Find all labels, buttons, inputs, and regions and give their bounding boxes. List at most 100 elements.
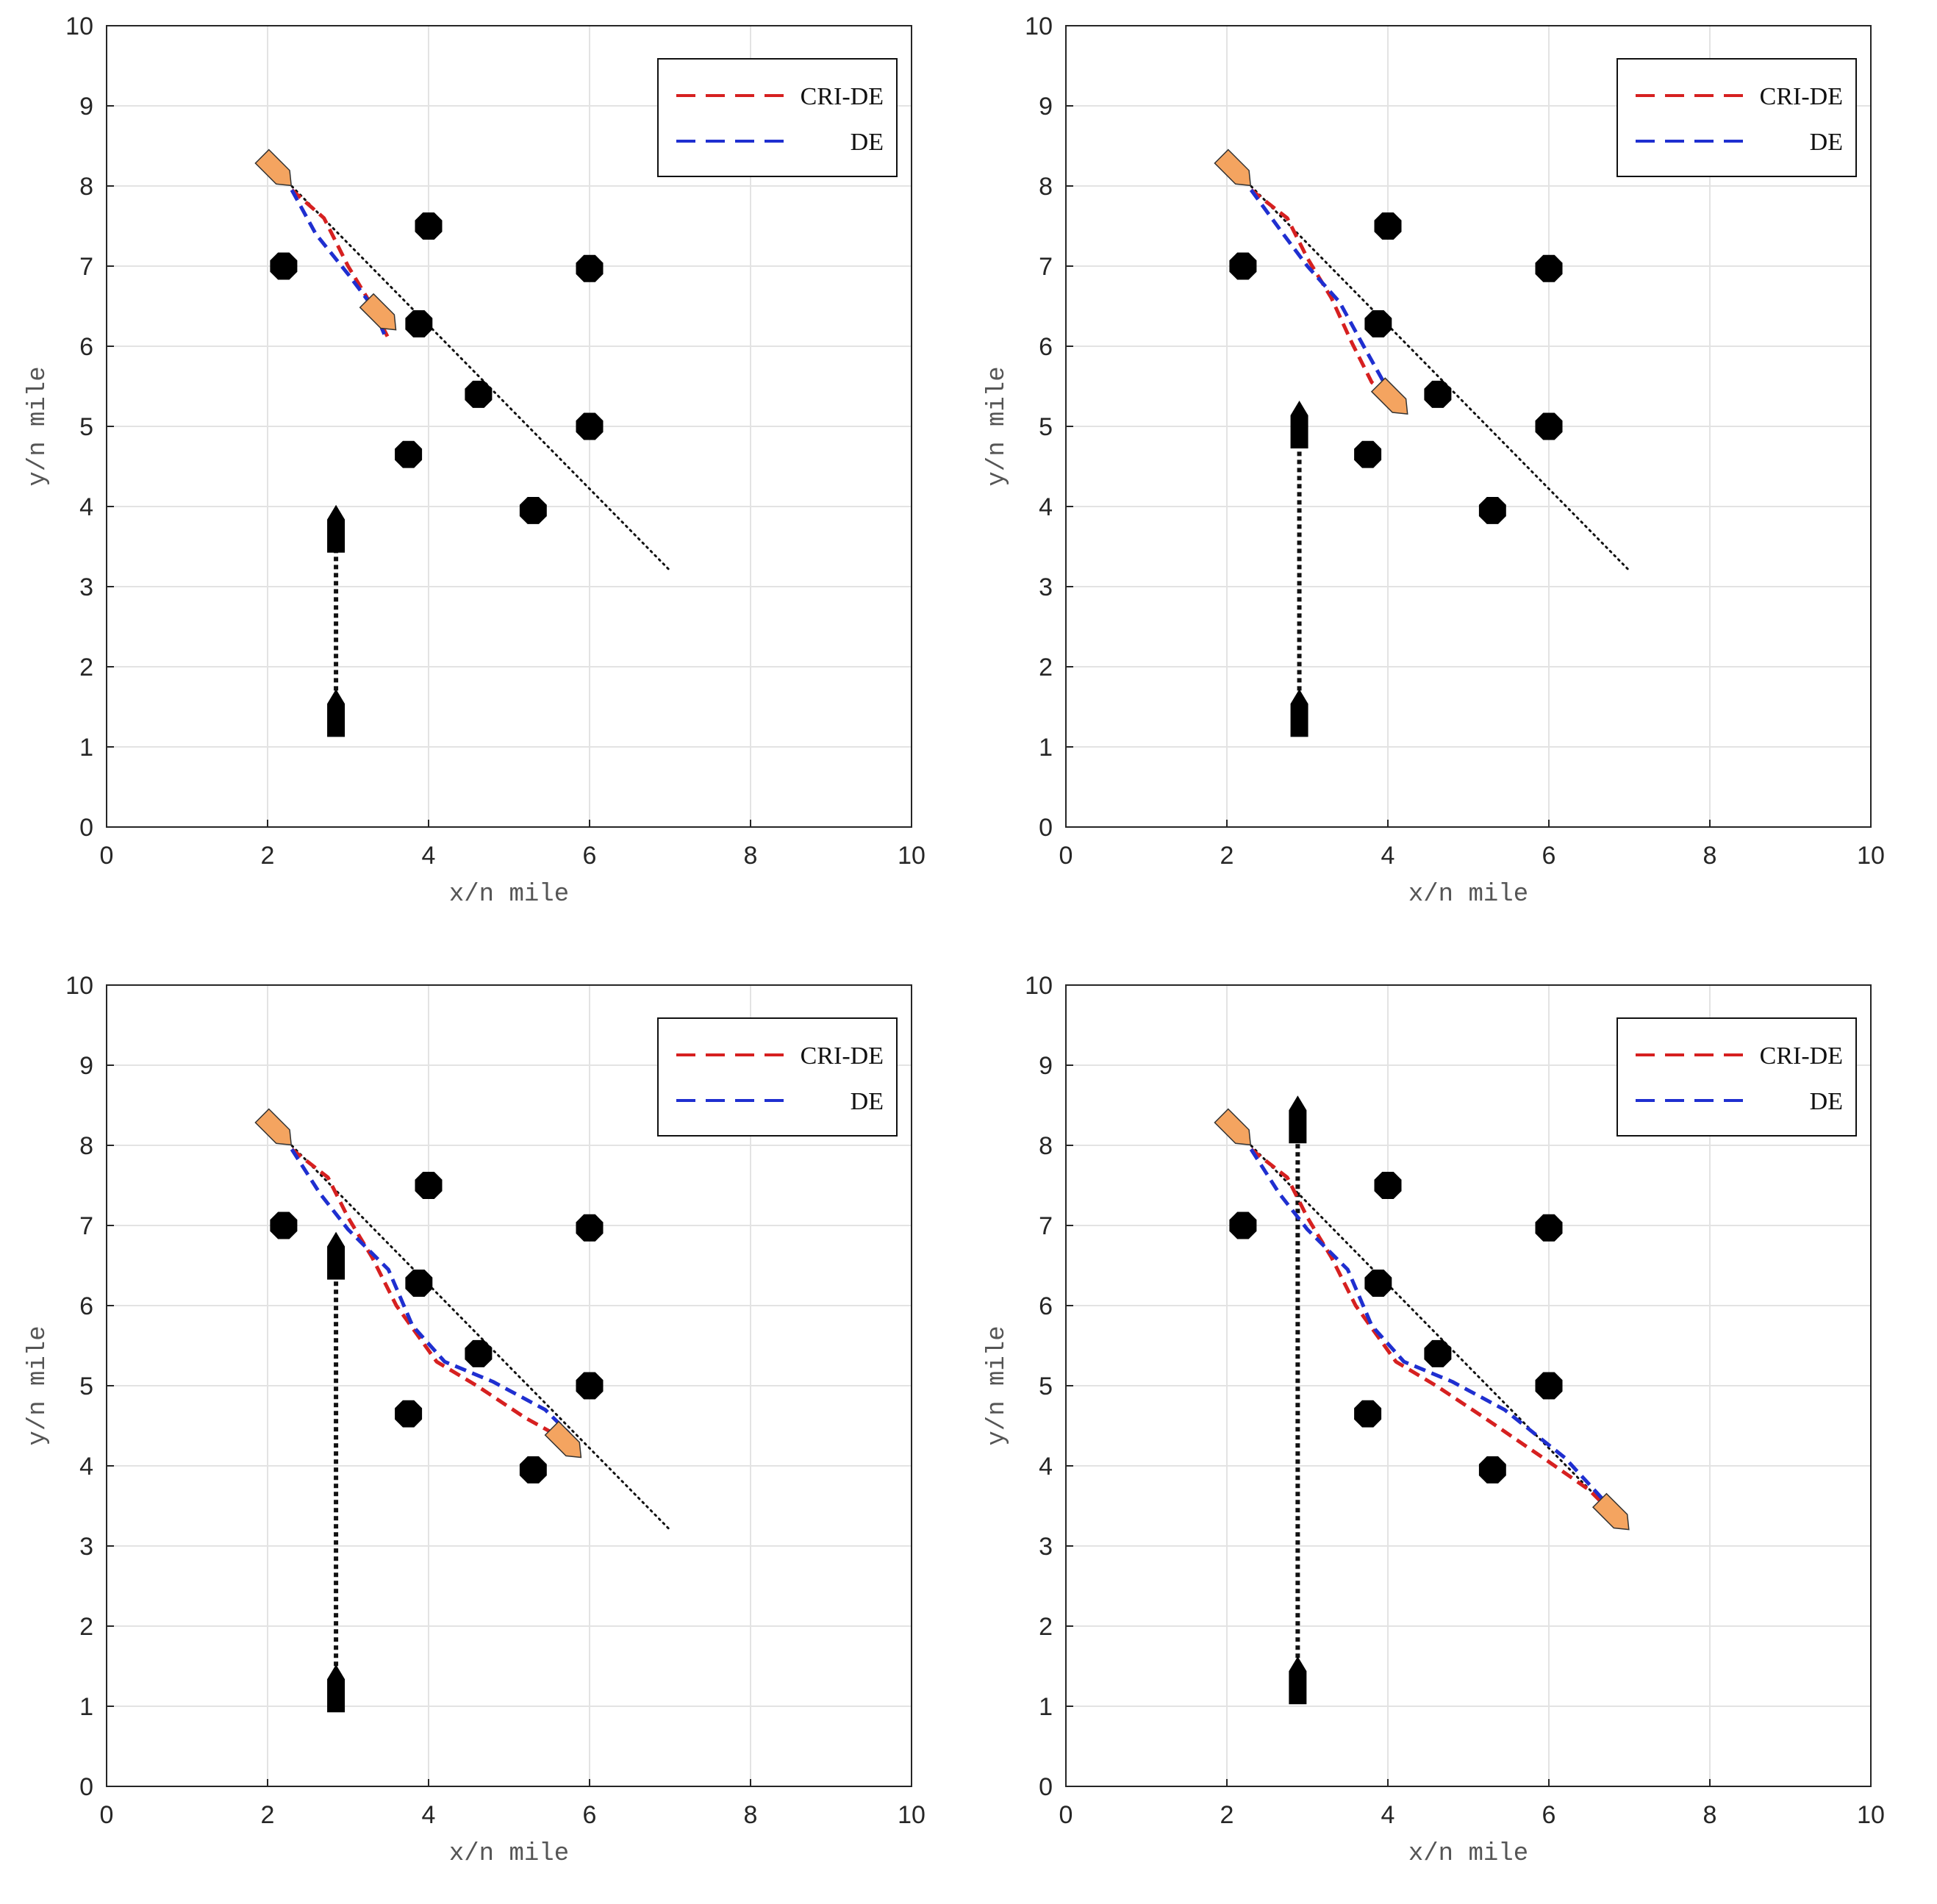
obstacle-marker xyxy=(1229,1212,1257,1239)
y-tick-label: 10 xyxy=(1025,12,1053,40)
y-tick-label: 9 xyxy=(1039,1052,1053,1080)
obstacle-marker xyxy=(1478,1456,1506,1484)
obstacle-marker xyxy=(465,380,493,408)
x-tick-label: 8 xyxy=(744,842,758,870)
x-tick-label: 2 xyxy=(261,842,275,870)
target-ship-current-icon xyxy=(327,1231,345,1280)
y-tick-label: 4 xyxy=(79,493,93,521)
own-ship-current-icon xyxy=(1592,1492,1630,1531)
chart-svg-3: 0 2 4 6 8 10 0 1 2 3 4 5 6 7 8 9 10 x/n mile y/n mile CRI-D… xyxy=(24,972,925,1868)
obstacle-marker xyxy=(1374,1172,1402,1199)
x-axis-label: x/n mile xyxy=(1408,881,1528,909)
x-tick-label: 6 xyxy=(1542,1801,1556,1829)
y-axis-label: y/n mile xyxy=(24,366,52,486)
y-tick-label: 5 xyxy=(79,413,93,441)
y-tick-label: 6 xyxy=(79,1292,93,1320)
y-axis-label: y/n mile xyxy=(24,1325,52,1445)
target-ship-start-icon xyxy=(1290,689,1308,737)
own-ship-current-icon xyxy=(359,293,397,331)
own-ship-start-icon xyxy=(1214,148,1252,187)
chart-svg-4: 0 2 4 6 8 10 0 1 2 3 4 5 6 7 8 9 10 x/n mile y/n mile CRI-D… xyxy=(984,972,1885,1868)
x-tick-label: 4 xyxy=(1381,1801,1395,1829)
own-ship-current-icon xyxy=(544,1420,582,1459)
obstacle-marker xyxy=(1354,440,1382,468)
obstacle-marker xyxy=(1478,497,1506,524)
x-tick-label: 10 xyxy=(1857,1801,1885,1829)
obstacle-marker xyxy=(1229,252,1257,280)
y-tick-label: 10 xyxy=(65,12,93,40)
obstacle-marker xyxy=(1535,1214,1563,1242)
y-tick-label: 2 xyxy=(79,654,93,681)
target-ship-start-icon xyxy=(1289,1656,1307,1705)
obstacle-marker xyxy=(395,1400,423,1428)
obstacle-marker xyxy=(465,1339,493,1367)
legend-label-de: DE xyxy=(1810,129,1843,156)
target-ship-start-icon xyxy=(327,689,345,737)
own-ship-start-icon-shape xyxy=(254,148,293,187)
y-tick-label: 2 xyxy=(1039,1613,1053,1641)
own-ship-current-icon-shape xyxy=(359,293,397,331)
x-tick-label: 0 xyxy=(1059,1801,1073,1829)
target-ship-current-icon xyxy=(1289,1095,1307,1144)
x-tick-label: 2 xyxy=(1220,842,1234,870)
legend-label-cri-de: CRI-DE xyxy=(1760,1042,1843,1070)
y-tick-label: 7 xyxy=(79,253,93,281)
y-tick-label: 1 xyxy=(79,1693,93,1721)
legend-label-de: DE xyxy=(851,1088,884,1115)
legend-box xyxy=(1616,58,1857,177)
y-axis-label: y/n mile xyxy=(984,366,1012,486)
own-ship-current-icon-shape xyxy=(544,1420,582,1459)
obstacle-marker xyxy=(415,212,443,240)
chart-svg-1: 0 2 4 6 8 10 0 1 2 3 4 5 6 7 8 9 10 x/n mile y/n mile CRI-D… xyxy=(24,12,925,909)
y-tick-label: 4 xyxy=(79,1453,93,1481)
x-tick-label: 10 xyxy=(898,1801,925,1829)
own-ship-start-icon-shape xyxy=(1214,1108,1252,1146)
series-cri-de-line xyxy=(290,1148,562,1440)
legend-label-cri-de: CRI-DE xyxy=(1760,83,1843,110)
obstacle-marker xyxy=(519,1456,547,1484)
obstacle-marker xyxy=(1374,212,1402,240)
y-tick-label: 3 xyxy=(1039,1533,1053,1561)
x-tick-label: 0 xyxy=(100,1801,114,1829)
series-de-line xyxy=(290,1148,571,1436)
planned-route-line xyxy=(1242,1136,1630,1531)
obstacle-marker xyxy=(1424,380,1452,408)
x-tick-label: 4 xyxy=(422,1801,436,1829)
y-tick-label: 1 xyxy=(1039,734,1053,762)
chart-panel-4: 0 2 4 6 8 10 0 1 2 3 4 5 6 7 8 9 10 x/n mile y/n mile CRI-D… xyxy=(974,967,1930,1893)
own-ship-current-icon-shape xyxy=(1370,377,1408,415)
y-tick-label: 3 xyxy=(1039,573,1053,601)
obstacle-marker xyxy=(1364,1270,1392,1297)
legend-box xyxy=(657,1017,898,1137)
y-tick-label: 2 xyxy=(79,1613,93,1641)
legend-label-cri-de: CRI-DE xyxy=(801,83,884,110)
y-tick-label: 6 xyxy=(1039,333,1053,361)
target-ship-current-icon xyxy=(1290,401,1308,448)
y-tick-label: 8 xyxy=(79,173,93,201)
planned-route-line xyxy=(282,1136,671,1531)
x-tick-label: 2 xyxy=(1220,1801,1234,1829)
y-tick-label: 1 xyxy=(79,734,93,762)
x-tick-label: 6 xyxy=(583,842,597,870)
y-tick-label: 2 xyxy=(1039,654,1053,681)
x-tick-label: 8 xyxy=(1703,842,1717,870)
x-tick-label: 6 xyxy=(1542,842,1556,870)
obstacle-marker xyxy=(395,440,423,468)
y-tick-label: 0 xyxy=(1039,814,1053,842)
chart-panel-1: 0 2 4 6 8 10 0 1 2 3 4 5 6 7 8 9 10 x/n mile y/n mile CRI-D… xyxy=(15,7,970,934)
obstacle-marker xyxy=(270,252,298,280)
y-tick-label: 6 xyxy=(79,333,93,361)
obstacle-marker xyxy=(1364,310,1392,337)
y-tick-label: 10 xyxy=(1025,972,1053,1000)
own-ship-current-icon xyxy=(1370,377,1408,415)
own-ship-current-icon-shape xyxy=(1592,1492,1630,1531)
y-tick-label: 8 xyxy=(1039,1132,1053,1160)
y-tick-label: 0 xyxy=(1039,1773,1053,1801)
x-tick-label: 6 xyxy=(583,1801,597,1829)
y-tick-label: 8 xyxy=(1039,173,1053,201)
obstacle-marker xyxy=(576,1372,604,1400)
y-tick-label: 5 xyxy=(1039,1372,1053,1400)
x-axis-label: x/n mile xyxy=(449,881,569,909)
chart-svg-2: 0 2 4 6 8 10 0 1 2 3 4 5 6 7 8 9 10 x/n mile y/n mile CRI-D… xyxy=(984,12,1885,909)
obstacle-marker xyxy=(1424,1339,1452,1367)
